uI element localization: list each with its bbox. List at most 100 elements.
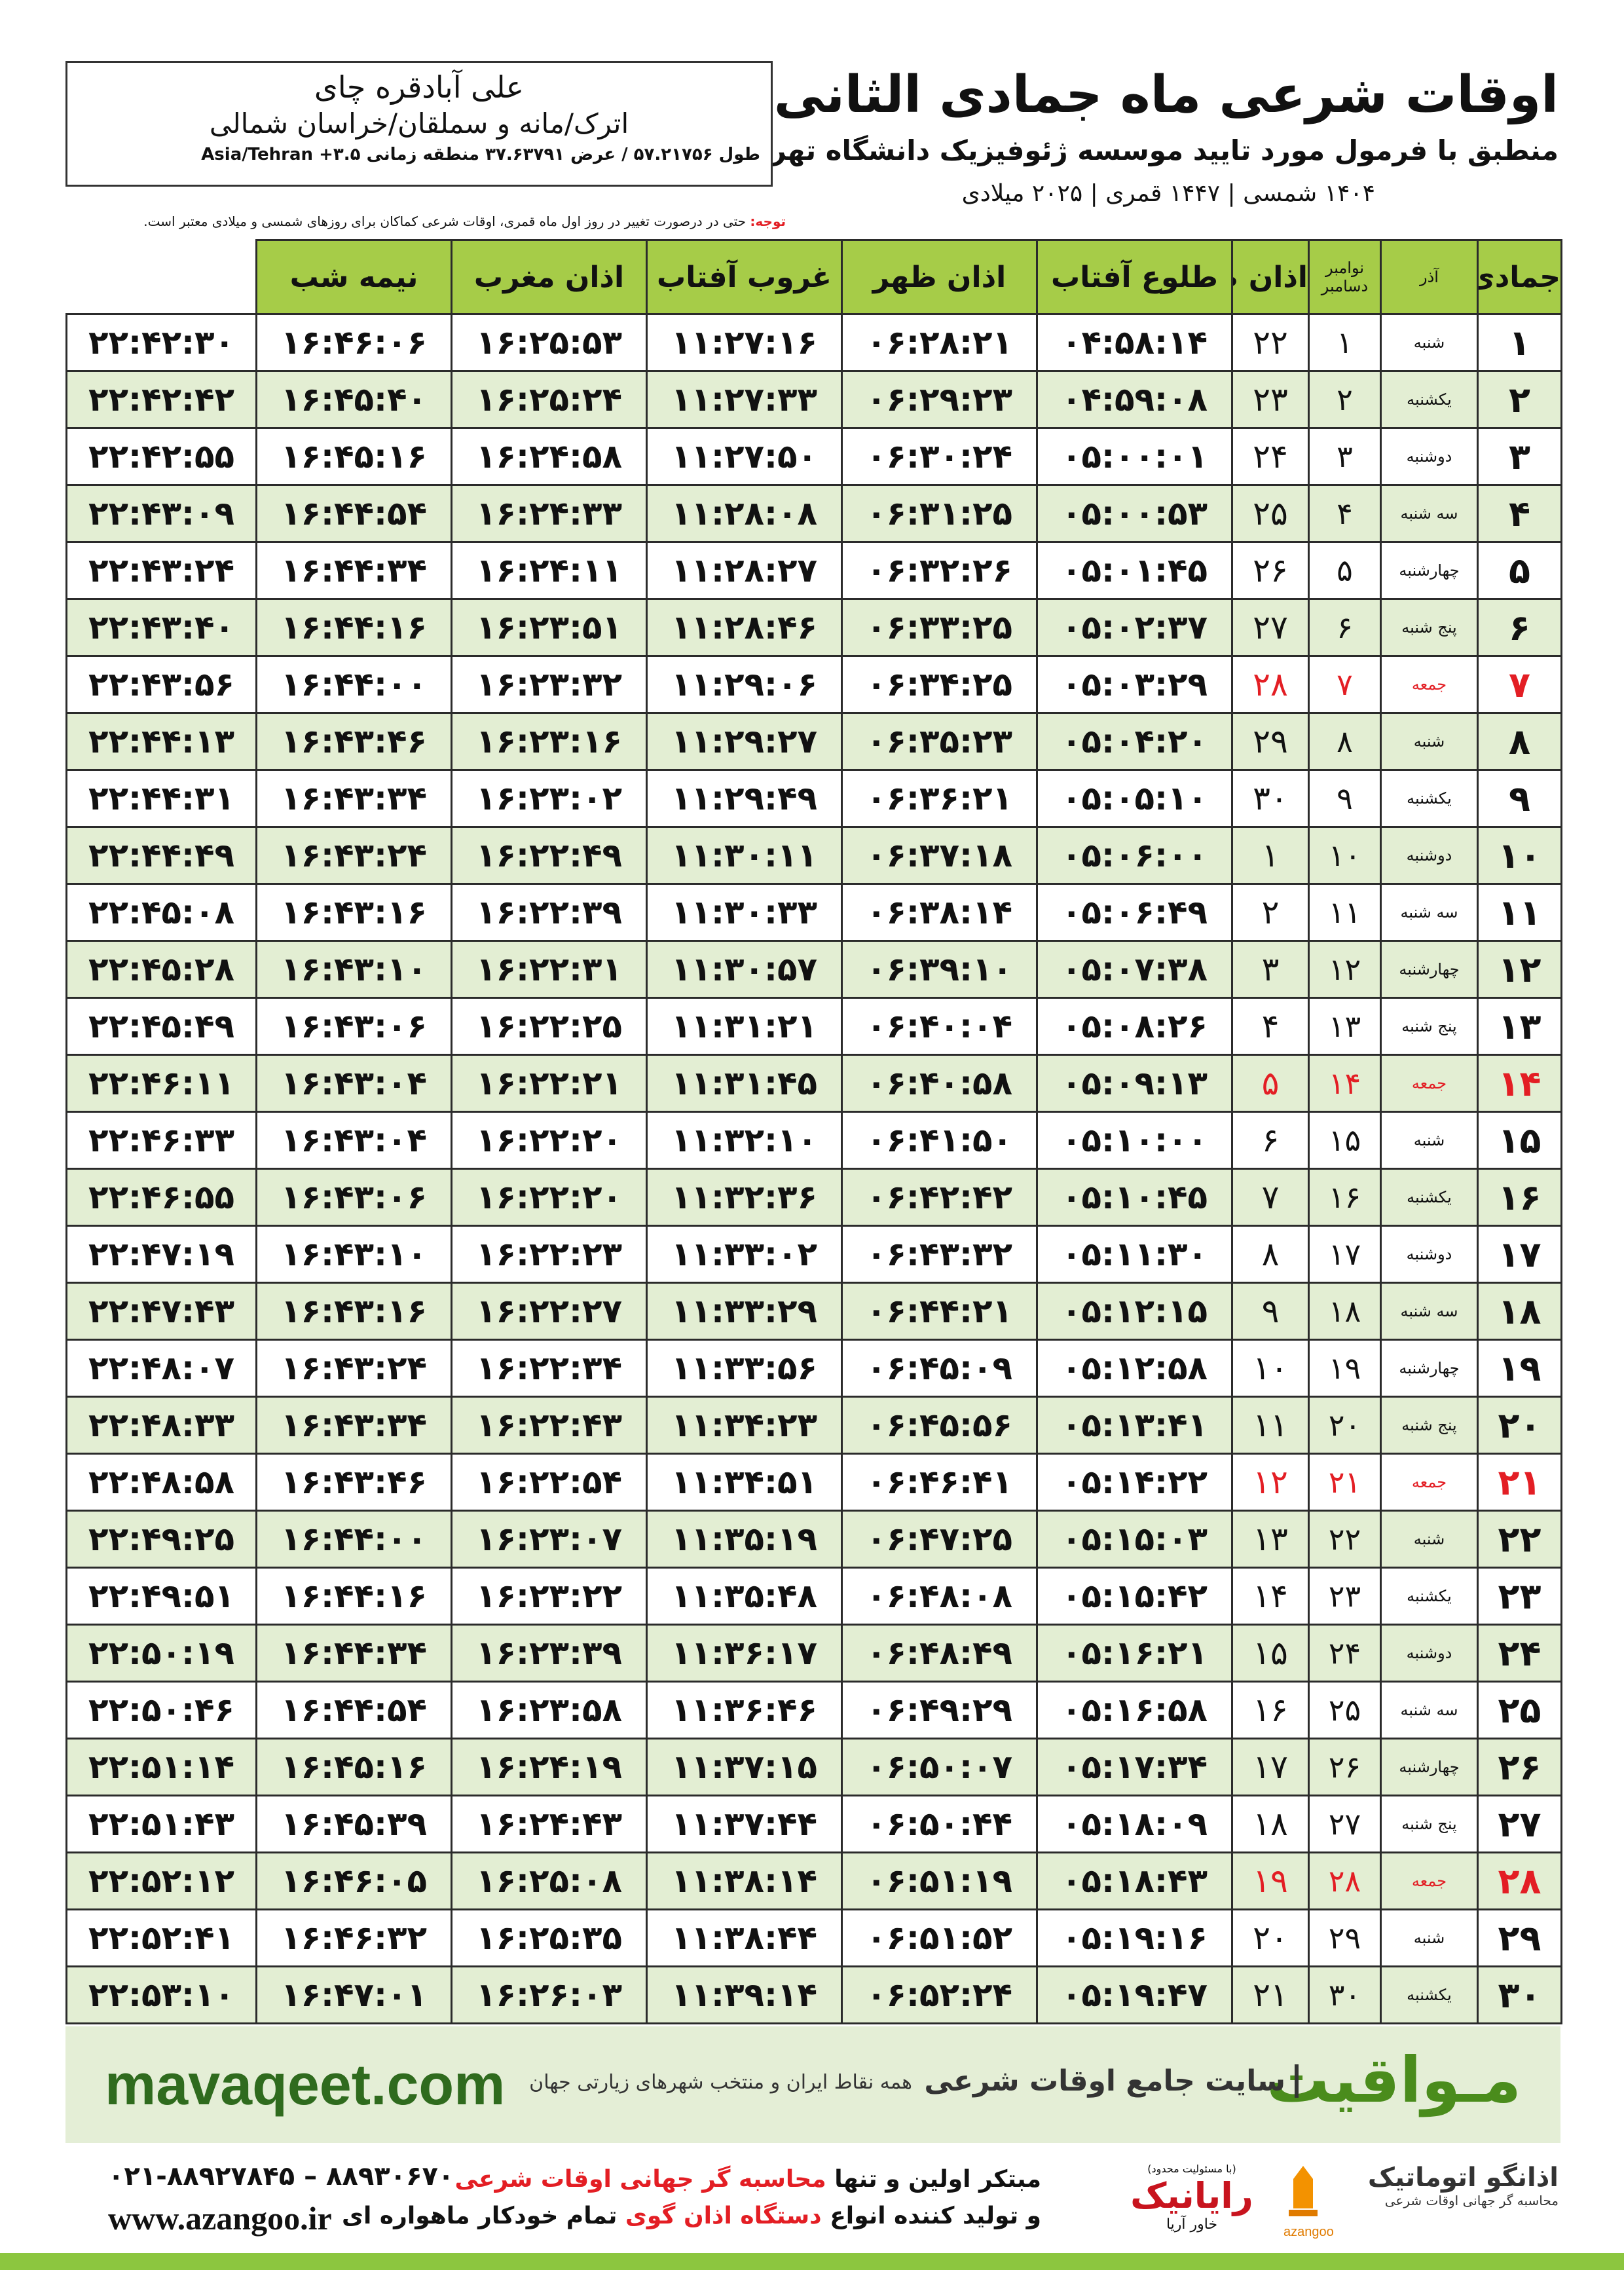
table-row: ۵ چهارشنبه ۵ ۲۶ ۰۵:۰۱:۴۵ ۰۶:۳۲:۲۶ ۱۱:۲۸:۲۷ ۱۶:۲…	[65, 541, 1562, 600]
lunar-day: ۲۰	[1477, 1396, 1562, 1455]
dhuhr: ۱۱:۳۵:۴۸	[646, 1567, 843, 1626]
fajr: ۰۵:۱۳:۴۱	[1036, 1396, 1233, 1455]
gregorian-day: ۴	[1231, 997, 1310, 1056]
column-header: طلوع آفتاب	[1036, 239, 1233, 315]
fajr: ۰۵:۱۸:۰۹	[1036, 1795, 1233, 1853]
maghrib: ۱۶:۴۵:۳۹	[255, 1795, 452, 1853]
maghrib: ۱۶:۴۴:۰۰	[255, 655, 452, 714]
fajr: ۰۵:۰۷:۳۸	[1036, 940, 1233, 999]
site-url[interactable]: mavaqeet.com	[105, 2052, 506, 2117]
maghrib: ۱۶:۴۳:۲۴	[255, 1339, 452, 1398]
sunset: ۱۶:۲۳:۲۲	[451, 1567, 648, 1626]
maghrib: ۱۶:۴۳:۰۴	[255, 1054, 452, 1113]
azar-day: ۲۹	[1308, 1908, 1382, 1967]
midnight: ۲۲:۴۴:۱۳	[65, 712, 257, 771]
logo-latin: azangoo	[1283, 2225, 1334, 2239]
gregorian-day: ۱۷	[1231, 1738, 1310, 1796]
lunar-day: ۶	[1477, 598, 1562, 657]
column-header: جمادی الثانی	[1477, 239, 1562, 315]
weekday: چهارشنبه	[1380, 1339, 1479, 1398]
azar-day: ۶	[1308, 598, 1382, 657]
maghrib: ۱۶:۴۴:۳۴	[255, 1624, 452, 1683]
sunrise: ۰۶:۳۸:۱۴	[841, 883, 1038, 942]
azar-day: ۱۵	[1308, 1111, 1382, 1170]
azar-day: ۸	[1308, 712, 1382, 771]
table-row: ۴ سه شنبه ۴ ۲۵ ۰۵:۰۰:۵۳ ۰۶:۳۱:۲۵ ۱۱:۲۸:۰۸ ۱۶:۲۴…	[65, 484, 1562, 543]
sunrise: ۰۶:۴۰:۵۸	[841, 1054, 1038, 1113]
maghrib: ۱۶:۴۶:۳۲	[255, 1908, 452, 1967]
sunset: ۱۶:۲۵:۲۴	[451, 370, 648, 429]
sunset: ۱۶:۲۴:۱۹	[451, 1738, 648, 1796]
table-row: ۱۷ دوشنبه ۱۷ ۸ ۰۵:۱۱:۳۰ ۰۶:۴۳:۳۲ ۱۱:۳۳:۰۲ ۱۶:۲۲…	[65, 1225, 1562, 1284]
maghrib: ۱۶:۴۴:۵۴	[255, 484, 452, 543]
fajr: ۰۴:۵۹:۰۸	[1036, 370, 1233, 429]
text: و تولید کننده انواع	[830, 2203, 1041, 2229]
azar-day: ۲۱	[1308, 1453, 1382, 1512]
region: اترک/مانه و سملقان/خراسان شمالی	[209, 107, 629, 140]
azar-day: ۱۳	[1308, 997, 1382, 1056]
maghrib: ۱۶:۴۶:۰۵	[255, 1851, 452, 1910]
sunset: ۱۶:۲۲:۴۳	[451, 1396, 648, 1455]
maghrib: ۱۶:۴۳:۳۴	[255, 1396, 452, 1455]
sunset: ۱۶:۲۳:۵۱	[451, 598, 648, 657]
azar-day: ۱۴	[1308, 1054, 1382, 1113]
lunar-day: ۱۷	[1477, 1225, 1562, 1284]
sunrise: ۰۶:۳۵:۲۳	[841, 712, 1038, 771]
table-row: ۲۸ جمعه ۲۸ ۱۹ ۰۵:۱۸:۴۳ ۰۶:۵۱:۱۹ ۱۱:۳۸:۱۴ ۱۶:۲۵:…	[65, 1851, 1562, 1910]
weekday: دوشنبه	[1380, 1624, 1479, 1683]
lunar-day: ۲۷	[1477, 1795, 1562, 1853]
azar-day: ۱۰	[1308, 826, 1382, 885]
table-row: ۲۷ پنج شنبه ۲۷ ۱۸ ۰۵:۱۸:۰۹ ۰۶:۵۰:۴۴ ۱۱:۳۷:۴۴ ۱۶…	[65, 1795, 1562, 1853]
azar-day: ۱۱	[1308, 883, 1382, 942]
midnight: ۲۲:۴۸:۵۸	[65, 1453, 257, 1512]
sunrise: ۰۶:۳۰:۲۴	[841, 427, 1038, 486]
table-row: ۹ یکشنبه ۹ ۳۰ ۰۵:۰۵:۱۰ ۰۶:۳۶:۲۱ ۱۱:۲۹:۴۹ ۱۶:۲۳:…	[65, 769, 1562, 828]
fajr: ۰۵:۱۲:۵۸	[1036, 1339, 1233, 1398]
website[interactable]: www.azangoo.ir	[108, 2200, 332, 2237]
table-row: ۱۸ سه شنبه ۱۸ ۹ ۰۵:۱۲:۱۵ ۰۶:۴۴:۲۱ ۱۱:۳۳:۲۹ ۱۶:۲…	[65, 1282, 1562, 1341]
text: تمام خودکار ماهواره ای	[342, 2203, 618, 2229]
fajr: ۰۵:۰۴:۲۰	[1036, 712, 1233, 771]
dhuhr: ۱۱:۳۴:۵۱	[646, 1453, 843, 1512]
weekday: چهارشنبه	[1380, 541, 1479, 600]
phone: ۰۲۱-۸۸۹۲۷۸۴۵ – ۸۸۹۳۰۶۷۰	[108, 2161, 454, 2191]
table-row: ۳ دوشنبه ۳ ۲۴ ۰۵:۰۰:۰۱ ۰۶:۳۰:۲۴ ۱۱:۲۷:۵۰ ۱۶:۲۴:…	[65, 427, 1562, 486]
column-header-line: دسامبر	[1321, 277, 1369, 295]
midnight: ۲۲:۴۳:۰۹	[65, 484, 257, 543]
fajr: ۰۵:۱۶:۵۸	[1036, 1681, 1233, 1740]
brand: مـواقیت	[1266, 2043, 1521, 2117]
midnight: ۲۲:۴۹:۲۵	[65, 1510, 257, 1569]
maghrib: ۱۶:۴۴:۱۶	[255, 1567, 452, 1626]
maghrib: ۱۶:۴۴:۱۶	[255, 598, 452, 657]
azar-day: ۱۹	[1308, 1339, 1382, 1398]
weekday: شنبه	[1380, 712, 1479, 771]
logo-sub: خاور آریا	[1166, 2216, 1218, 2233]
lunar-day: ۲۴	[1477, 1624, 1562, 1683]
column-header: اذان ظهر	[841, 239, 1038, 315]
midnight: ۲۲:۴۵:۲۸	[65, 940, 257, 999]
sunrise: ۰۶:۲۸:۲۱	[841, 313, 1038, 372]
column-header: اذان صبح	[1231, 239, 1310, 315]
azar-day: ۴	[1308, 484, 1382, 543]
column-header: نوامبر دسامبر	[1308, 239, 1382, 315]
dhuhr: ۱۱:۳۳:۲۹	[646, 1282, 843, 1341]
table-row: ۷ جمعه ۷ ۲۸ ۰۵:۰۳:۲۹ ۰۶:۳۴:۲۵ ۱۱:۲۹:۰۶ ۱۶:۲۳:۳۲…	[65, 655, 1562, 714]
lunar-day: ۲۱	[1477, 1453, 1562, 1512]
dhuhr: ۱۱:۳۲:۳۶	[646, 1168, 843, 1227]
sunrise: ۰۶:۴۹:۲۹	[841, 1681, 1038, 1740]
midnight: ۲۲:۴۶:۵۵	[65, 1168, 257, 1227]
weekday: شنبه	[1380, 1908, 1479, 1967]
dhuhr: ۱۱:۲۸:۲۷	[646, 541, 843, 600]
dhuhr: ۱۱:۳۳:۰۲	[646, 1225, 843, 1284]
fajr: ۰۵:۰۱:۴۵	[1036, 541, 1233, 600]
maghrib: ۱۶:۴۳:۴۶	[255, 1453, 452, 1512]
midnight: ۲۲:۴۲:۵۵	[65, 427, 257, 486]
subtitle: منطبق با فرمول مورد تایید موسسه ژئوفیزیک…	[737, 134, 1559, 166]
table-row: ۱۲ چهارشنبه ۱۲ ۳ ۰۵:۰۷:۳۸ ۰۶:۳۹:۱۰ ۱۱:۳۰:۵۷ ۱۶:…	[65, 940, 1562, 999]
gregorian-day: ۱۱	[1231, 1396, 1310, 1455]
gregorian-day: ۱۸	[1231, 1795, 1310, 1853]
table-row: ۶ پنج شنبه ۶ ۲۷ ۰۵:۰۲:۳۷ ۰۶:۳۳:۲۵ ۱۱:۲۸:۴۶ ۱۶:۲…	[65, 598, 1562, 657]
maghrib: ۱۶:۴۷:۰۱	[255, 1965, 452, 2024]
weekday: دوشنبه	[1380, 1225, 1479, 1284]
table-row: ۱۰ دوشنبه ۱۰ ۱ ۰۵:۰۶:۰۰ ۰۶:۳۷:۱۸ ۱۱:۳۰:۱۱ ۱۶:۲۲…	[65, 826, 1562, 885]
